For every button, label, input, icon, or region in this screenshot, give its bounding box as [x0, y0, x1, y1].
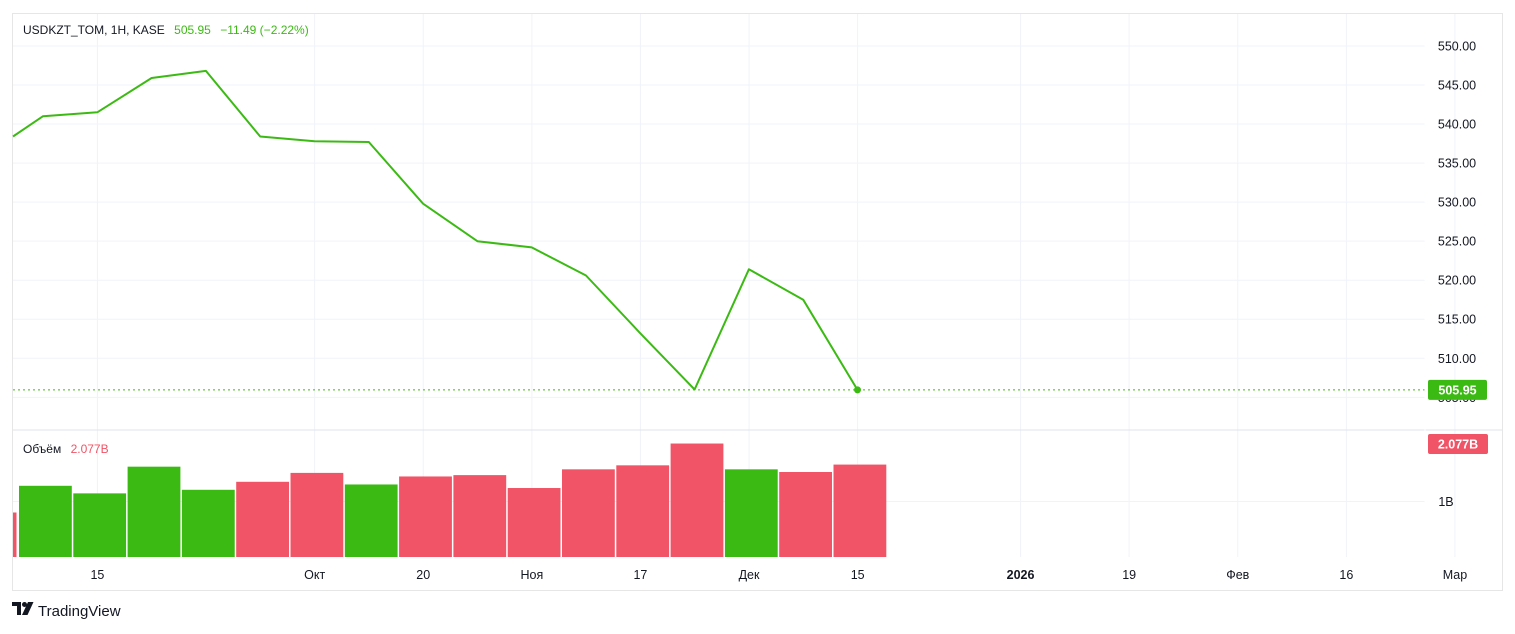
- grid-lines: [13, 14, 1456, 557]
- price-legend: USDKZT_TOM, 1H, KASE 505.95 −11.49 (−2.2…: [23, 23, 315, 37]
- last-value: 505.95: [174, 23, 211, 37]
- price-tick-label: 535.00: [1438, 157, 1476, 171]
- time-tick-label: 2026: [1007, 568, 1035, 582]
- volume-bar: [724, 469, 778, 557]
- volume-bar: [562, 469, 615, 557]
- price-tick-label: 525.00: [1438, 235, 1476, 249]
- volume-tick-label: 1B: [1438, 495, 1453, 509]
- tradingview-logo[interactable]: TradingView: [12, 602, 121, 620]
- volume-bar: [670, 443, 724, 557]
- volume-bar: [399, 476, 452, 557]
- volume-bar: [181, 489, 235, 557]
- time-tick-label: 19: [1122, 568, 1136, 582]
- volume-bar: [779, 472, 832, 557]
- last-price-dot: [854, 386, 861, 394]
- time-tick-label: Окт: [304, 568, 325, 582]
- price-tick-label: 520.00: [1438, 274, 1476, 288]
- volume-legend: Объём 2.077B: [23, 442, 109, 456]
- time-tick-label: 17: [633, 568, 647, 582]
- time-tick-label: 16: [1339, 568, 1353, 582]
- time-tick-label: Дек: [739, 568, 760, 582]
- volume-bar: [19, 485, 72, 557]
- volume-tag-label: 2.077B: [1438, 438, 1478, 452]
- price-tick-label: 515.00: [1438, 313, 1476, 327]
- tradingview-mark-icon: [12, 602, 34, 620]
- price-line: [12, 69, 859, 391]
- price-tick-label: 545.00: [1438, 78, 1476, 92]
- volume-bar: [616, 465, 670, 557]
- price-tick-label: 510.00: [1438, 352, 1476, 366]
- volume-bar: [236, 481, 289, 557]
- volume-tag: 2.077B: [1428, 434, 1488, 454]
- volume-bars: [13, 443, 887, 557]
- volume-bar: [453, 475, 507, 557]
- volume-bar: [833, 464, 887, 557]
- volume-bar: [73, 493, 127, 557]
- volume-value: 2.077B: [70, 442, 109, 456]
- time-axis[interactable]: 15 Окт 20 Ноя 17 Дек 15 2026 19 Фев 16 Мар: [90, 568, 1467, 582]
- price-tick-label: 530.00: [1438, 196, 1476, 210]
- price-axis[interactable]: 550.00 545.00 540.00 535.00 530.00 525.00 520.…: [1438, 39, 1476, 509]
- volume-bar: [290, 472, 344, 557]
- time-tick-label: Ноя: [520, 568, 543, 582]
- time-tick-label: 15: [90, 568, 104, 582]
- volume-bar: [13, 512, 17, 557]
- volume-label[interactable]: Объём: [23, 442, 62, 456]
- time-tick-label: 15: [851, 568, 865, 582]
- time-tick-label: Мар: [1443, 568, 1468, 582]
- last-price-tag: 505.95: [1428, 379, 1487, 400]
- chart-frame: [12, 13, 1503, 591]
- last-price-tag-label: 505.95: [1438, 383, 1476, 397]
- price-tick-label: 550.00: [1438, 39, 1476, 53]
- volume-bar: [127, 466, 181, 557]
- volume-bar: [507, 488, 561, 557]
- change-value: −11.49 (−2.22%): [220, 23, 309, 37]
- time-tick-label: 20: [416, 568, 430, 582]
- volume-bar: [344, 484, 398, 557]
- symbol-label[interactable]: USDKZT_TOM, 1H, KASE: [23, 23, 165, 37]
- brand-name: TradingView: [38, 602, 121, 620]
- time-tick-label: Фев: [1226, 568, 1249, 582]
- price-tick-label: 540.00: [1438, 118, 1476, 132]
